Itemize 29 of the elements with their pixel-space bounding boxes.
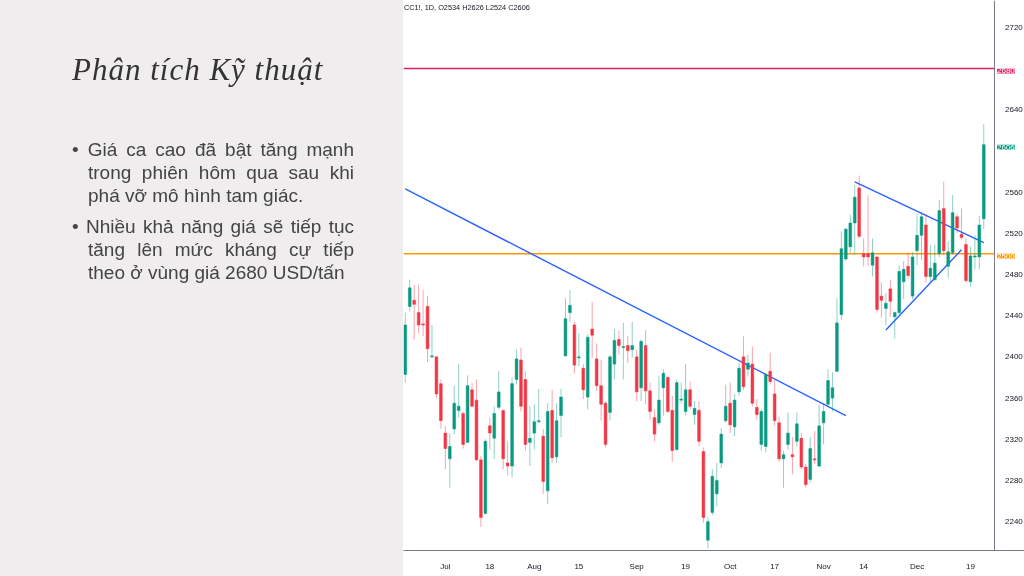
x-tick-label: 17 xyxy=(770,561,780,571)
y-tick-label: 2520 xyxy=(1005,228,1024,238)
x-tick-label: Sep xyxy=(629,561,645,571)
x-tick-label: Aug xyxy=(527,561,542,571)
x-tick-label: Nov xyxy=(816,561,831,571)
x-tick-label: 15 xyxy=(574,561,584,571)
x-tick-label: 18 xyxy=(485,561,495,571)
y-tick-label: 2720 xyxy=(1005,22,1024,32)
x-tick-label: 14 xyxy=(859,561,869,571)
x-tick-label: Oct xyxy=(723,561,738,571)
y-tick-label: 2480 xyxy=(1005,269,1024,279)
y-tick-label: 2640 xyxy=(1005,105,1024,115)
text: • Giá ca cao đã bật tăng mạnh trong phiên hôm qua sau khi phá vỡ mô hình tam giác. xyxy=(72,138,354,207)
x-tick-label: Dec xyxy=(909,561,925,571)
y-tick-label: 2240 xyxy=(1005,517,1024,527)
y-tick-label: 2400 xyxy=(1005,352,1024,362)
text: 2606 xyxy=(997,142,1016,152)
y-tick-label: 2440 xyxy=(1005,311,1024,321)
y-tick-label: 2320 xyxy=(1005,434,1024,444)
text: • Nhiều khả năng giá sẽ tiếp tục tăng lên mức kháng cự tiếp theo ở vùng giá 2680 USD/tấn xyxy=(72,215,354,284)
ref-line-label: 2500 xyxy=(997,251,1016,261)
x-tick-label: 19 xyxy=(681,561,691,571)
ref-line-label: 2680 xyxy=(997,66,1016,76)
x-tick-label: 19 xyxy=(965,561,976,571)
y-tick-label: 2560 xyxy=(1005,187,1024,197)
x-tick-label: Jul xyxy=(440,561,451,571)
text: Phân tích Kỹ thuật xyxy=(72,51,324,89)
y-tick-label: 2360 xyxy=(1005,393,1024,403)
y-tick-label: 2280 xyxy=(1005,475,1024,485)
